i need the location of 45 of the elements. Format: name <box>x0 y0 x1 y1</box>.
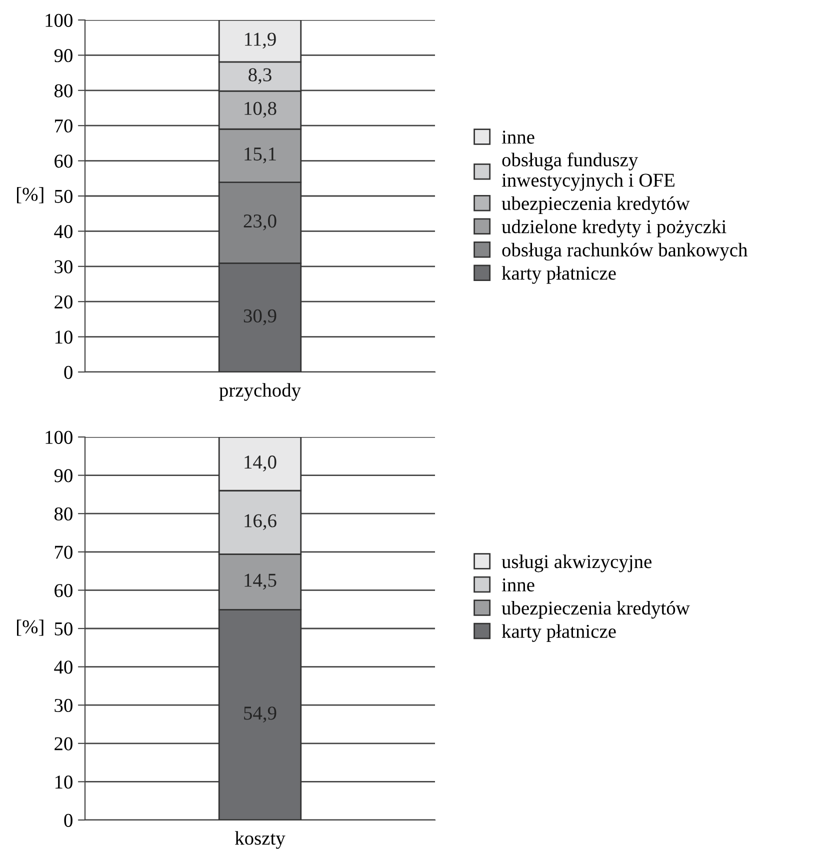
data-label: 30,9 <box>244 309 276 326</box>
legend-label: karty płatnicze <box>502 624 616 642</box>
data-label: 10,8 <box>244 102 276 118</box>
y-tick-label: 90 <box>54 469 72 482</box>
y-tick-label: 10 <box>55 776 72 789</box>
y-tick-label: 100 <box>46 430 72 444</box>
y-tick-label: 60 <box>54 584 72 598</box>
y-tick-label: 30 <box>54 698 72 712</box>
data-label: 8,3 <box>248 68 272 84</box>
y-tick-label: 10 <box>55 330 72 344</box>
data-label: 23,0 <box>244 214 276 230</box>
data-label: 14,5 <box>244 574 276 590</box>
legend-label: ubezpieczenia kredytów <box>502 600 690 619</box>
y-tick-label: 30 <box>54 260 72 274</box>
y-tick-label: 90 <box>54 49 72 62</box>
data-label: 14,0 <box>244 456 276 472</box>
data-label: 15,1 <box>244 148 276 164</box>
x-tick-label: przychody <box>219 383 301 401</box>
y-tick-label: 20 <box>54 737 72 750</box>
legend-label: usługi akwizycyjne <box>502 554 652 572</box>
y-tick-label: 70 <box>55 546 72 559</box>
y-tick-label: 70 <box>55 119 72 133</box>
data-label: 54,9 <box>244 706 276 723</box>
y-tick-label: 60 <box>54 154 72 168</box>
legend-label: inne <box>502 130 534 144</box>
y-tick-label: 0 <box>64 814 72 827</box>
y-axis-title: [%] <box>17 187 44 204</box>
y-tick-label: 100 <box>46 14 72 27</box>
data-label: 16,6 <box>244 514 276 530</box>
y-tick-label: 40 <box>54 660 72 674</box>
y-tick-label: 80 <box>54 84 72 98</box>
legend-label: udzielone kredyty i pożyczki <box>502 220 726 238</box>
y-tick-label: 0 <box>64 366 72 379</box>
x-tick-label: koszty <box>234 831 286 849</box>
legend-label: ubezpieczenia kredytów <box>502 196 690 214</box>
y-tick-label: 20 <box>54 295 72 309</box>
legend-label: obsługa rachunków bankowych <box>502 242 748 261</box>
legend-label: karty płatnicze <box>502 266 616 284</box>
y-axis-title: [%] <box>17 620 44 636</box>
y-tick-label: 50 <box>54 622 72 636</box>
legend-label: inne <box>502 578 534 592</box>
data-label: 11,9 <box>245 32 276 49</box>
y-tick-label: 40 <box>54 225 72 238</box>
y-tick-label: 80 <box>54 507 72 521</box>
y-tick-label: 50 <box>54 190 72 203</box>
